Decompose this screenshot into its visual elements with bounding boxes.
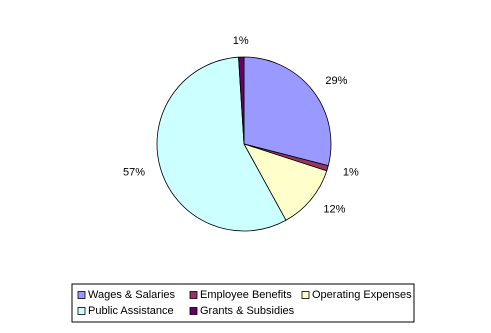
legend-swatch [189, 291, 198, 299]
pie-slice [243, 56, 332, 167]
data-label: 1% [233, 35, 249, 47]
legend-label: Wages & Salaries [88, 289, 176, 301]
legend-box [71, 283, 415, 323]
pie-slice [238, 56, 245, 145]
legend-swatch [77, 291, 86, 299]
legend-label: Grants & Subsidies [200, 305, 295, 317]
pie-slice [156, 56, 287, 232]
data-label: 57% [123, 167, 145, 179]
pie-slice [243, 143, 328, 221]
data-label: 1% [343, 167, 359, 179]
legend-swatch [77, 307, 86, 315]
legend-label: Employee Benefits [200, 289, 292, 301]
data-label: 29% [325, 75, 347, 87]
legend-swatch [189, 307, 198, 315]
legend-swatch [301, 291, 310, 299]
legend-label: Operating Expenses [312, 289, 412, 301]
legend-label: Public Assistance [88, 305, 174, 317]
data-label: 12% [323, 204, 345, 216]
